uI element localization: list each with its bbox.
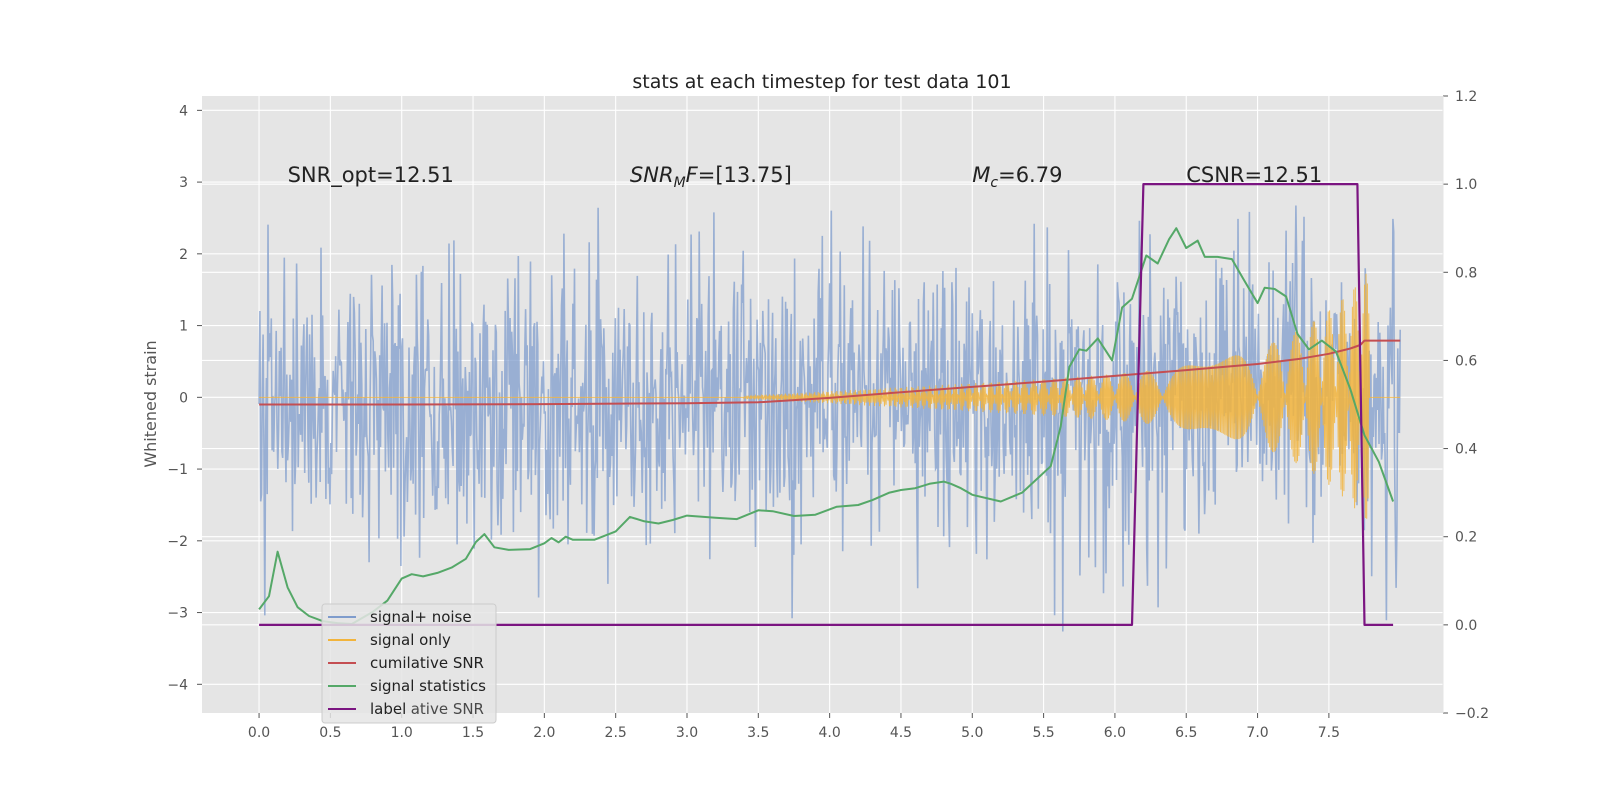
annotations: SNR_opt=12.51 SNRMF=[13.75] Mc=6.79 CSNR=12… xyxy=(288,163,1323,191)
y2-tick-label: 0.4 xyxy=(1455,442,1477,458)
y-tick-label: −3 xyxy=(167,606,188,622)
x-tick-label: 5.5 xyxy=(1032,725,1054,741)
x-tick-label: 7.5 xyxy=(1318,725,1340,741)
axes: 0.0 0.5 1.0 1.5 2.0 2.5 3.0 3.5 4.0 4.5 5.0 5.5 6.0 6… xyxy=(167,89,1489,741)
annotation-3: Mc=6.79 xyxy=(972,163,1062,191)
x-tick-label: 7.0 xyxy=(1246,725,1268,741)
y2-tick-label: 0.8 xyxy=(1455,265,1477,281)
y-tick-label: −4 xyxy=(167,677,188,693)
y-tick-label: 4 xyxy=(179,103,188,119)
x-tick-label: 4.0 xyxy=(818,725,840,741)
legend-label-4: signal statistics xyxy=(370,677,486,695)
x-tick-label: 5.0 xyxy=(961,725,983,741)
x-tick-label: 4.5 xyxy=(890,725,912,741)
series-signal-statistics xyxy=(258,227,1395,625)
x-tick-label: 0.5 xyxy=(319,725,341,741)
series-cumulative-snr xyxy=(259,339,1401,406)
annotation-part: =6.79 xyxy=(998,163,1062,187)
y-tick-label: 3 xyxy=(179,175,188,191)
y-tick-label: −1 xyxy=(167,462,188,478)
annotation-part: M xyxy=(972,163,990,187)
annotation-subscript: c xyxy=(990,175,998,191)
annotation-2: SNRMF=[13.75] xyxy=(630,163,792,191)
x-tick-label: 3.5 xyxy=(747,725,769,741)
legend-label-3: cumilative SNR xyxy=(370,654,484,672)
y-axis-label: Whitened strain xyxy=(141,340,160,467)
legend[interactable]: signal+ noise signal only cumilative SNR si… xyxy=(321,603,497,724)
x-tick-label: 3.0 xyxy=(676,725,698,741)
y2-tick-label: 0.0 xyxy=(1455,618,1477,634)
annotation-4: CSNR=12.51 xyxy=(1186,163,1322,187)
legend-label-5: label xyxy=(370,700,406,718)
x-tick-label: 0.0 xyxy=(248,725,270,741)
legend-label-1: signal+ noise xyxy=(370,608,472,626)
chart-title: stats at each timestep for test data 101 xyxy=(632,71,1011,93)
y2-tick-label: 0.2 xyxy=(1455,530,1477,546)
series-layer xyxy=(258,183,1401,632)
y2-tick-label: 1.0 xyxy=(1455,177,1477,193)
y-tick-label: 2 xyxy=(179,247,188,263)
series-label xyxy=(259,183,1394,626)
y2-tick-label: 1.2 xyxy=(1455,89,1477,105)
y-tick-label: 0 xyxy=(179,390,188,406)
x-tick-label: 2.5 xyxy=(605,725,627,741)
legend-box xyxy=(321,603,497,724)
x-tick-label: 1.5 xyxy=(462,725,484,741)
x-tick-label: 1.0 xyxy=(391,725,413,741)
y-tick-label: −2 xyxy=(167,534,188,550)
y2-tick-label: −0.2 xyxy=(1455,706,1489,722)
x-tick-label: 6.0 xyxy=(1104,725,1126,741)
y2-tick-label: 0.6 xyxy=(1455,353,1477,369)
annotation-part: SNR xyxy=(630,163,674,187)
legend-overlap-text: cumilative SNR xyxy=(370,700,484,718)
x-tick-label: 6.5 xyxy=(1175,725,1197,741)
annotation-subscript: M xyxy=(674,175,686,191)
annotation-part: =[13.75] xyxy=(698,163,792,187)
y-tick-label: 1 xyxy=(179,319,188,335)
annotation-part: F xyxy=(686,163,699,187)
legend-label-2: signal only xyxy=(370,631,451,649)
annotation-1: SNR_opt=12.51 xyxy=(288,163,454,188)
x-tick-label: 2.0 xyxy=(533,725,555,741)
